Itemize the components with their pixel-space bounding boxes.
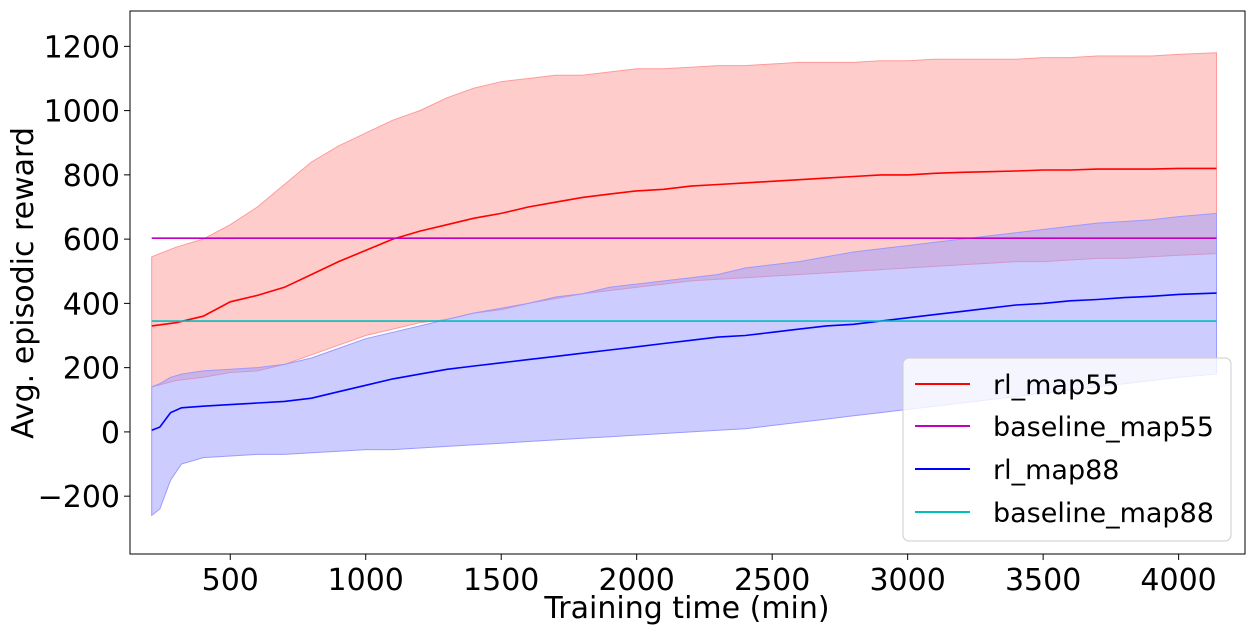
y-tick-label: 0 [101, 416, 120, 451]
band-layer [151, 52, 1217, 517]
x-tick-label: 1500 [463, 563, 539, 598]
x-axis-label: Training time (min) [543, 591, 829, 626]
x-tick-label: 1000 [328, 563, 404, 598]
x-tick-label: 3000 [869, 563, 945, 598]
legend-label-baseline-map55: baseline_map55 [993, 412, 1214, 443]
legend-box [902, 357, 1232, 542]
y-tick-label: 800 [63, 159, 120, 194]
x-tick-label: 2000 [599, 563, 675, 598]
y-tick-label: −200 [38, 480, 120, 515]
y-tick-label: 400 [63, 287, 120, 322]
legend: rl_map55 baseline_map55 rl_map88 baselin… [902, 357, 1232, 542]
x-axis: 500 1000 1500 2000 2500 3000 3500 4000 [202, 554, 1217, 598]
y-tick-label: 200 [63, 352, 120, 387]
plot-frame [129, 10, 1246, 555]
series-layer [151, 167, 1217, 432]
y-tick-label: 1200 [44, 30, 120, 65]
series-line-rl-map88 [151, 292, 1217, 432]
series-line-rl-map55 [151, 167, 1217, 327]
y-tick-label: 1000 [44, 95, 120, 130]
y-tick-label: 600 [63, 223, 120, 258]
y-axis: −200 0 200 400 600 800 1000 1200 [38, 30, 130, 515]
x-tick-label: 500 [202, 563, 259, 598]
x-tick-label: 3500 [1005, 563, 1081, 598]
x-tick-label: 4000 [1140, 563, 1216, 598]
y-axis-label: Avg. episodic reward [6, 127, 41, 439]
x-tick-label: 2500 [734, 563, 810, 598]
legend-label-baseline-map88: baseline_map88 [993, 498, 1214, 529]
legend-label-rl-map55: rl_map55 [993, 370, 1119, 401]
legend-label-rl-map88: rl_map88 [993, 455, 1119, 486]
